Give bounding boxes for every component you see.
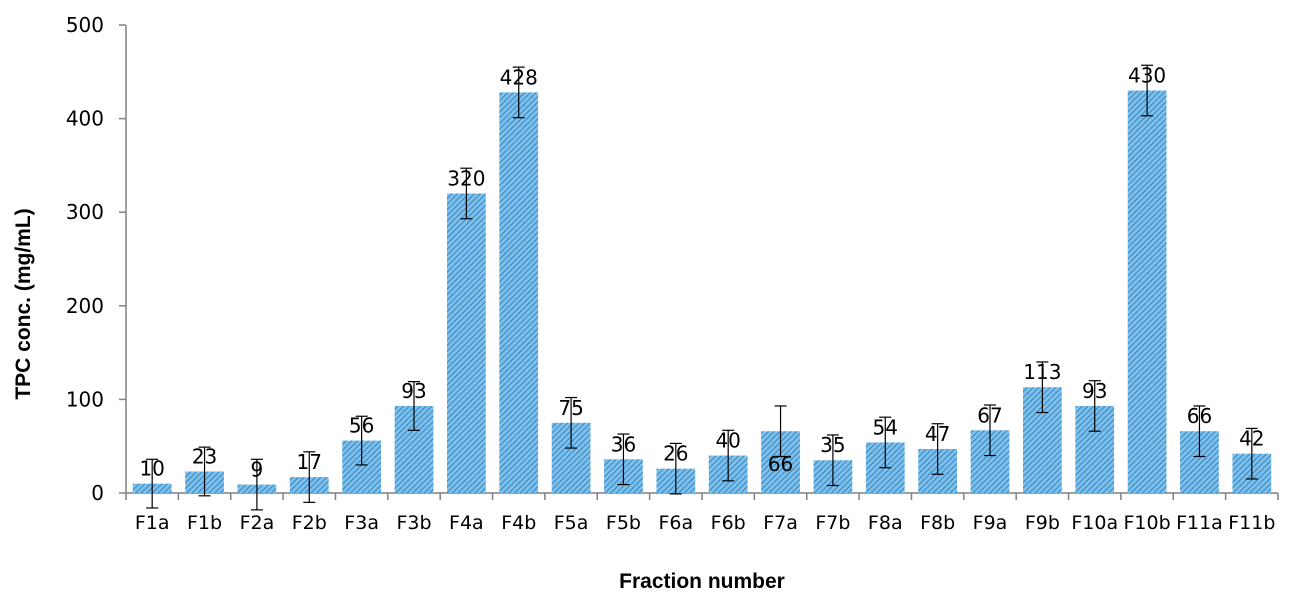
data-label: 113	[1023, 360, 1061, 384]
data-label: 93	[1082, 379, 1107, 403]
x-tick-label: F3a	[344, 512, 379, 534]
y-axis: 0 100 200 300 400 500	[66, 13, 126, 505]
x-tick-label: F4b	[501, 512, 536, 534]
bar-F10b	[1128, 91, 1167, 493]
x-tick-label: F1b	[187, 512, 222, 534]
y-tick-label: 400	[66, 107, 104, 131]
x-tick-label: F8b	[920, 512, 955, 534]
x-tick-label: F6b	[711, 512, 746, 534]
x-tick-label: F5b	[606, 512, 641, 534]
x-axis-title: Fraction number	[619, 570, 785, 593]
x-tick-label: F3b	[396, 512, 431, 534]
x-tick-label: F5a	[554, 512, 589, 534]
x-tick-label: F7b	[815, 512, 850, 534]
data-label: 66	[1187, 404, 1212, 428]
data-label: 35	[820, 433, 845, 457]
data-label: 40	[715, 429, 740, 453]
data-label: 56	[349, 414, 374, 438]
x-tick-label: F9a	[973, 512, 1008, 534]
y-tick-label: 300	[66, 200, 104, 224]
x-tick-label: F8a	[868, 512, 903, 534]
data-label: 47	[925, 422, 950, 446]
data-label: 428	[500, 65, 538, 89]
data-label: 42	[1239, 427, 1264, 451]
x-tick-label: F6a	[658, 512, 693, 534]
x-tick-label: F7a	[763, 512, 798, 534]
bar-F4b	[499, 92, 538, 493]
data-label: 75	[558, 396, 583, 420]
y-tick-label: 200	[66, 294, 104, 318]
x-tick-label: F11b	[1228, 512, 1275, 534]
x-tick-label: F10b	[1124, 512, 1171, 534]
x-tick-label: F2a	[240, 512, 275, 534]
data-label: 54	[873, 415, 898, 439]
y-axis-title: TPC conc. (mg/mL)	[12, 208, 35, 399]
x-tick-label: F11a	[1176, 512, 1223, 534]
data-label: 26	[663, 442, 688, 466]
x-tick-label: F1a	[135, 512, 170, 534]
x-tick-label: F9b	[1025, 512, 1060, 534]
x-tick-label: F10a	[1071, 512, 1118, 534]
data-label: 23	[192, 444, 217, 468]
data-label: 430	[1128, 64, 1166, 88]
y-tick-label: 100	[66, 387, 104, 411]
x-tick-label: F4a	[449, 512, 484, 534]
y-tick-label: 500	[66, 13, 104, 37]
data-label: 17	[297, 450, 322, 474]
data-label: 93	[401, 379, 426, 403]
data-label: 67	[977, 403, 1002, 427]
data-label: 36	[611, 432, 636, 456]
data-label: 66	[768, 452, 793, 476]
data-label: 9	[251, 458, 264, 482]
data-label: 320	[447, 166, 485, 190]
y-tick-label: 0	[91, 481, 104, 505]
bars	[133, 91, 1271, 493]
x-tick-label: F2b	[292, 512, 327, 534]
data-label: 10	[139, 457, 164, 481]
bar-F4a	[447, 193, 486, 493]
x-axis: F1a F1b F2a F2b F3a F3b F4a F4b F5a F5b F6a F6b F7a F…	[126, 493, 1278, 534]
